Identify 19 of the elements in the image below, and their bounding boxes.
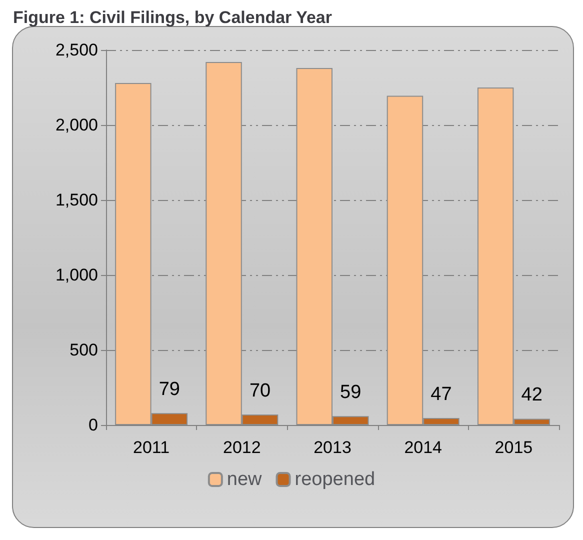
data-label: 47 [430, 384, 452, 405]
data-label: 59 [340, 382, 362, 404]
y-tick-label: 2,000 [55, 116, 98, 134]
data-label: 79 [158, 379, 180, 400]
x-tick-label: 2013 [314, 438, 352, 457]
y-tick-label: 0 [88, 416, 98, 434]
y-tick-label: 1,500 [55, 190, 98, 210]
legend-label: new [226, 469, 262, 490]
data-label: 70 [249, 380, 271, 402]
chart-title: Figure 1: Civil Filings, by Calendar Year [13, 8, 332, 27]
legend-label: reopened [294, 469, 376, 490]
y-tick-label: 500 [70, 340, 98, 360]
y-tick-label: 1,000 [55, 266, 98, 284]
y-tick-label: 2,500 [55, 40, 98, 60]
x-tick-label: 2014 [404, 438, 442, 457]
x-tick-label: 2011 [133, 438, 170, 457]
x-tick-label: 2015 [494, 438, 533, 457]
data-label: 42 [521, 384, 542, 406]
x-tick-label: 2012 [222, 438, 261, 457]
